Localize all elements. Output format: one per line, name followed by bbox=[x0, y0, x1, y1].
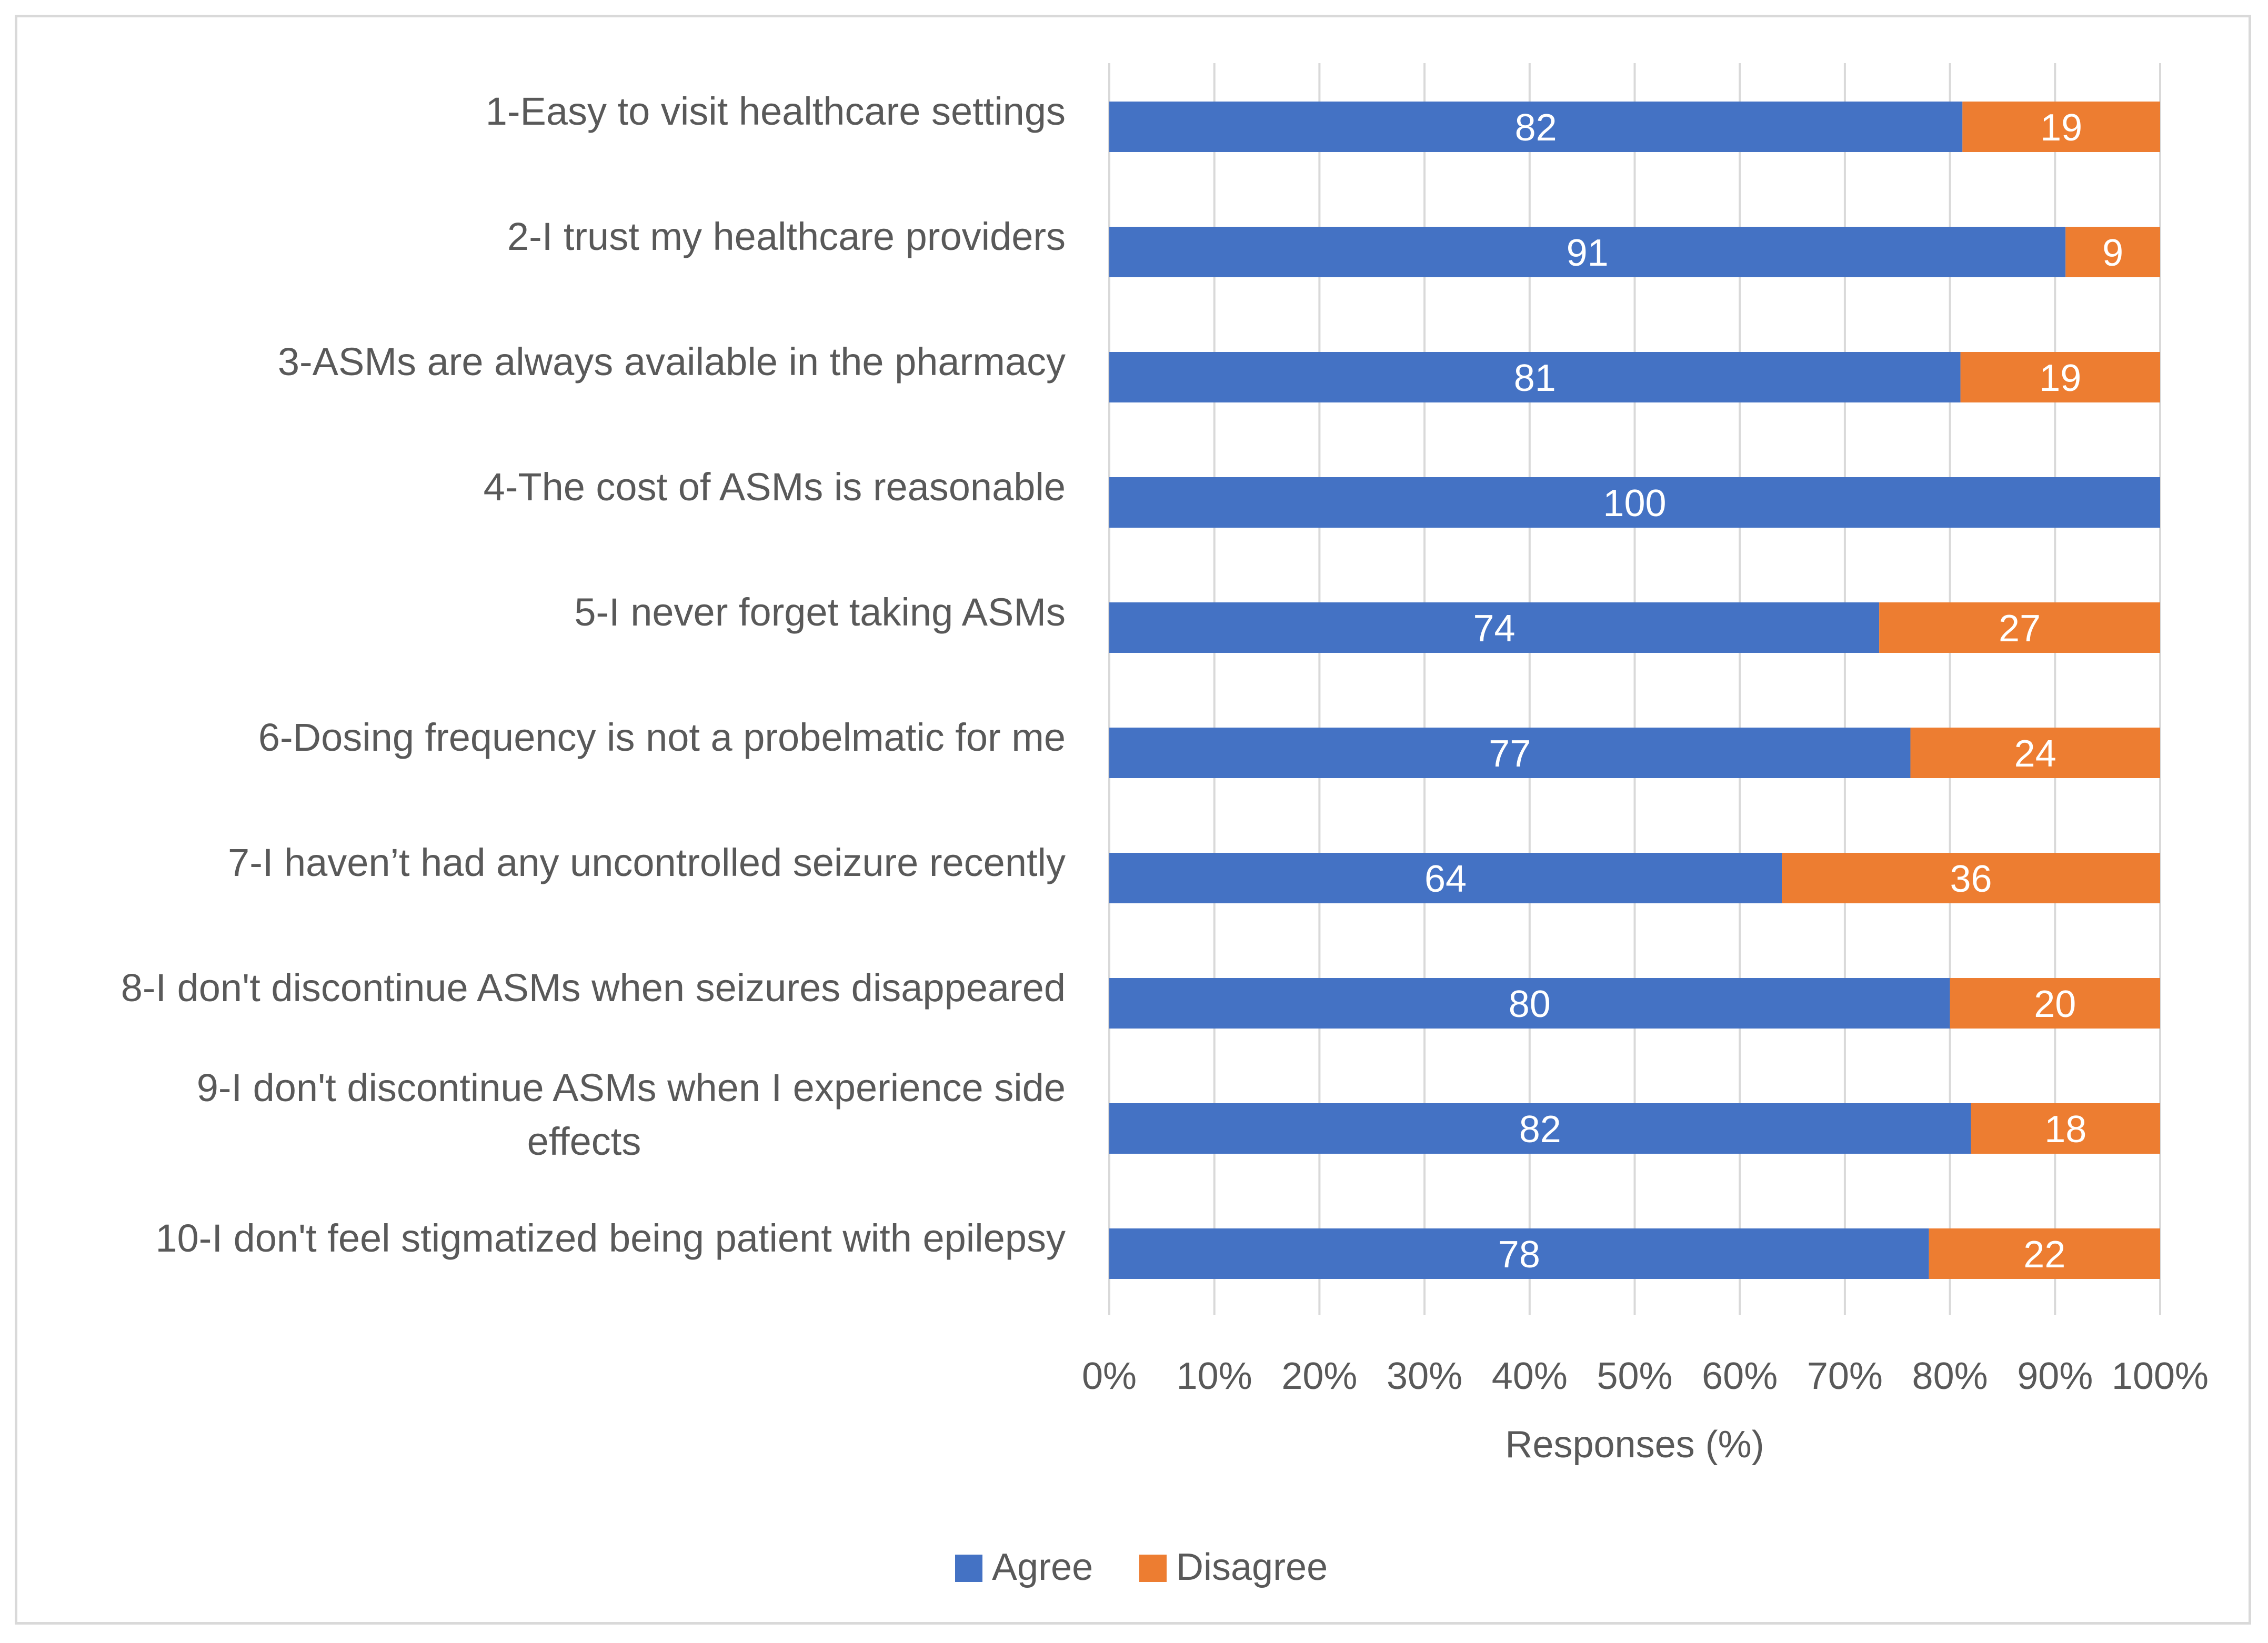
bar-agree bbox=[1109, 602, 1880, 653]
data-label-disagree: 36 bbox=[1950, 858, 1992, 900]
x-tick-label: 90% bbox=[2017, 1355, 2093, 1397]
category-label-line: effects bbox=[527, 1120, 641, 1163]
data-label-disagree: 24 bbox=[2014, 733, 2056, 775]
legend-swatch-agree bbox=[955, 1555, 982, 1582]
bar-disagree bbox=[1782, 853, 2160, 903]
data-label-disagree: 22 bbox=[2023, 1234, 2065, 1276]
bar-agree bbox=[1109, 1103, 1971, 1154]
category-label: 8-I don't discontinue ASMs when seizures… bbox=[121, 966, 1066, 1010]
data-label-agree: 78 bbox=[1498, 1234, 1540, 1276]
category-label: 6-Dosing frequency is not a probelmatic … bbox=[258, 715, 1066, 759]
data-label-disagree: 20 bbox=[2034, 983, 2076, 1025]
bar-agree bbox=[1109, 102, 1963, 152]
chart-frame bbox=[15, 15, 2251, 1625]
bar-agree bbox=[1109, 853, 1782, 903]
data-label-agree: 82 bbox=[1515, 107, 1557, 149]
x-tick-label: 100% bbox=[2112, 1355, 2209, 1397]
x-tick-label: 30% bbox=[1387, 1355, 1462, 1397]
x-tick-label: 60% bbox=[1702, 1355, 1778, 1397]
category-label: 3-ASMs are always available in the pharm… bbox=[278, 340, 1066, 384]
bar-agree bbox=[1109, 728, 1911, 778]
x-tick-label: 80% bbox=[1912, 1355, 1988, 1397]
data-label-agree: 77 bbox=[1489, 733, 1531, 775]
bar-agree bbox=[1109, 227, 2066, 277]
category-labels: 1-Easy to visit healthcare settings 2-I t… bbox=[121, 89, 1066, 1260]
data-label-agree: 74 bbox=[1473, 608, 1516, 650]
category-label: 10-I don't feel stigmatized being patien… bbox=[156, 1216, 1066, 1260]
x-tick-label: 20% bbox=[1281, 1355, 1357, 1397]
bar-disagree bbox=[1929, 1228, 2160, 1279]
data-label-agree: 82 bbox=[1519, 1108, 1561, 1151]
data-label-disagree: 27 bbox=[1999, 608, 2041, 650]
bar-disagree bbox=[1910, 728, 2160, 778]
category-label: 4-The cost of ASMs is reasonable bbox=[484, 465, 1066, 509]
data-label-disagree: 9 bbox=[2102, 232, 2123, 274]
x-tick-label: 50% bbox=[1597, 1355, 1672, 1397]
legend-label-agree: Agree bbox=[992, 1546, 1093, 1588]
x-tick-label: 40% bbox=[1492, 1355, 1568, 1397]
bar-disagree bbox=[1962, 102, 2160, 152]
x-tick-labels: 0% 10% 20% 30% 40% 50% 60% 70% 80% 90% 100% bbox=[1082, 1355, 2209, 1397]
bar-disagree bbox=[1971, 1103, 2160, 1154]
bar-agree bbox=[1109, 477, 2160, 528]
bar-disagree bbox=[1960, 352, 2160, 402]
legend-swatch-disagree bbox=[1139, 1555, 1167, 1582]
x-tick-label: 70% bbox=[1807, 1355, 1883, 1397]
bar-disagree bbox=[1950, 978, 2160, 1029]
data-label-agree: 100 bbox=[1603, 482, 1666, 525]
category-label: 1-Easy to visit healthcare settings bbox=[486, 89, 1066, 133]
data-label-disagree: 19 bbox=[2039, 357, 2081, 399]
x-tick-label: 10% bbox=[1177, 1355, 1252, 1397]
category-label: 2-I trust my healthcare providers bbox=[507, 215, 1066, 258]
bar-disagree bbox=[2065, 227, 2160, 277]
x-tick-label: 0% bbox=[1082, 1355, 1137, 1397]
category-label: 5-I never forget taking ASMs bbox=[574, 590, 1066, 634]
data-label-disagree: 19 bbox=[2040, 107, 2082, 149]
bars: 82 19 91 9 81 19 100 74 27 77 24 64 36 80 20 82 18 78 22 bbox=[1109, 102, 2160, 1279]
data-label-agree: 64 bbox=[1424, 858, 1467, 900]
bar-disagree bbox=[1879, 602, 2160, 653]
data-label-agree: 81 bbox=[1514, 357, 1556, 399]
bar-agree bbox=[1109, 1228, 1929, 1279]
bar-agree bbox=[1109, 352, 1961, 402]
data-label-agree: 91 bbox=[1567, 232, 1609, 274]
legend: Agree Disagree bbox=[955, 1546, 1328, 1588]
data-label-disagree: 18 bbox=[2044, 1108, 2086, 1151]
bar-agree bbox=[1109, 978, 1950, 1029]
category-label-line: 9-I don't discontinue ASMs when I experi… bbox=[197, 1066, 1066, 1110]
x-axis-title: Responses (%) bbox=[1505, 1424, 1764, 1466]
legend-label-disagree: Disagree bbox=[1176, 1546, 1328, 1588]
data-label-agree: 80 bbox=[1509, 983, 1551, 1025]
category-label: 7-I haven’t had any uncontrolled seizure… bbox=[228, 841, 1066, 884]
